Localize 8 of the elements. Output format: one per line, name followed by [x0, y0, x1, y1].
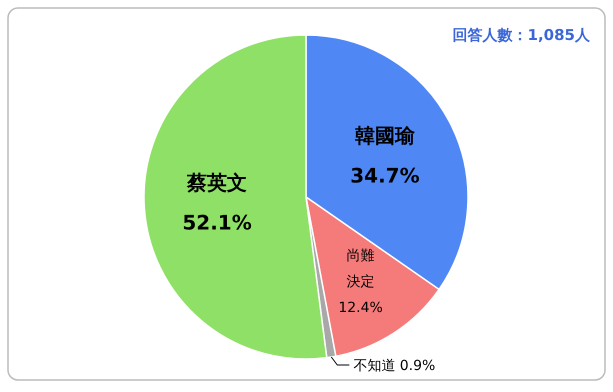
- slice-label: 不知道 0.9%: [353, 358, 436, 374]
- slice-label: 尚難決定: [346, 248, 375, 290]
- slice-label: 韓國瑜: [354, 124, 416, 148]
- data-label: 34.7%: [350, 164, 420, 188]
- data-label: 12.4%: [338, 300, 383, 316]
- data-label: 52.1%: [182, 210, 252, 235]
- slice-label: 蔡英文: [186, 170, 248, 195]
- text: 回答人數：1,085人: [452, 26, 591, 44]
